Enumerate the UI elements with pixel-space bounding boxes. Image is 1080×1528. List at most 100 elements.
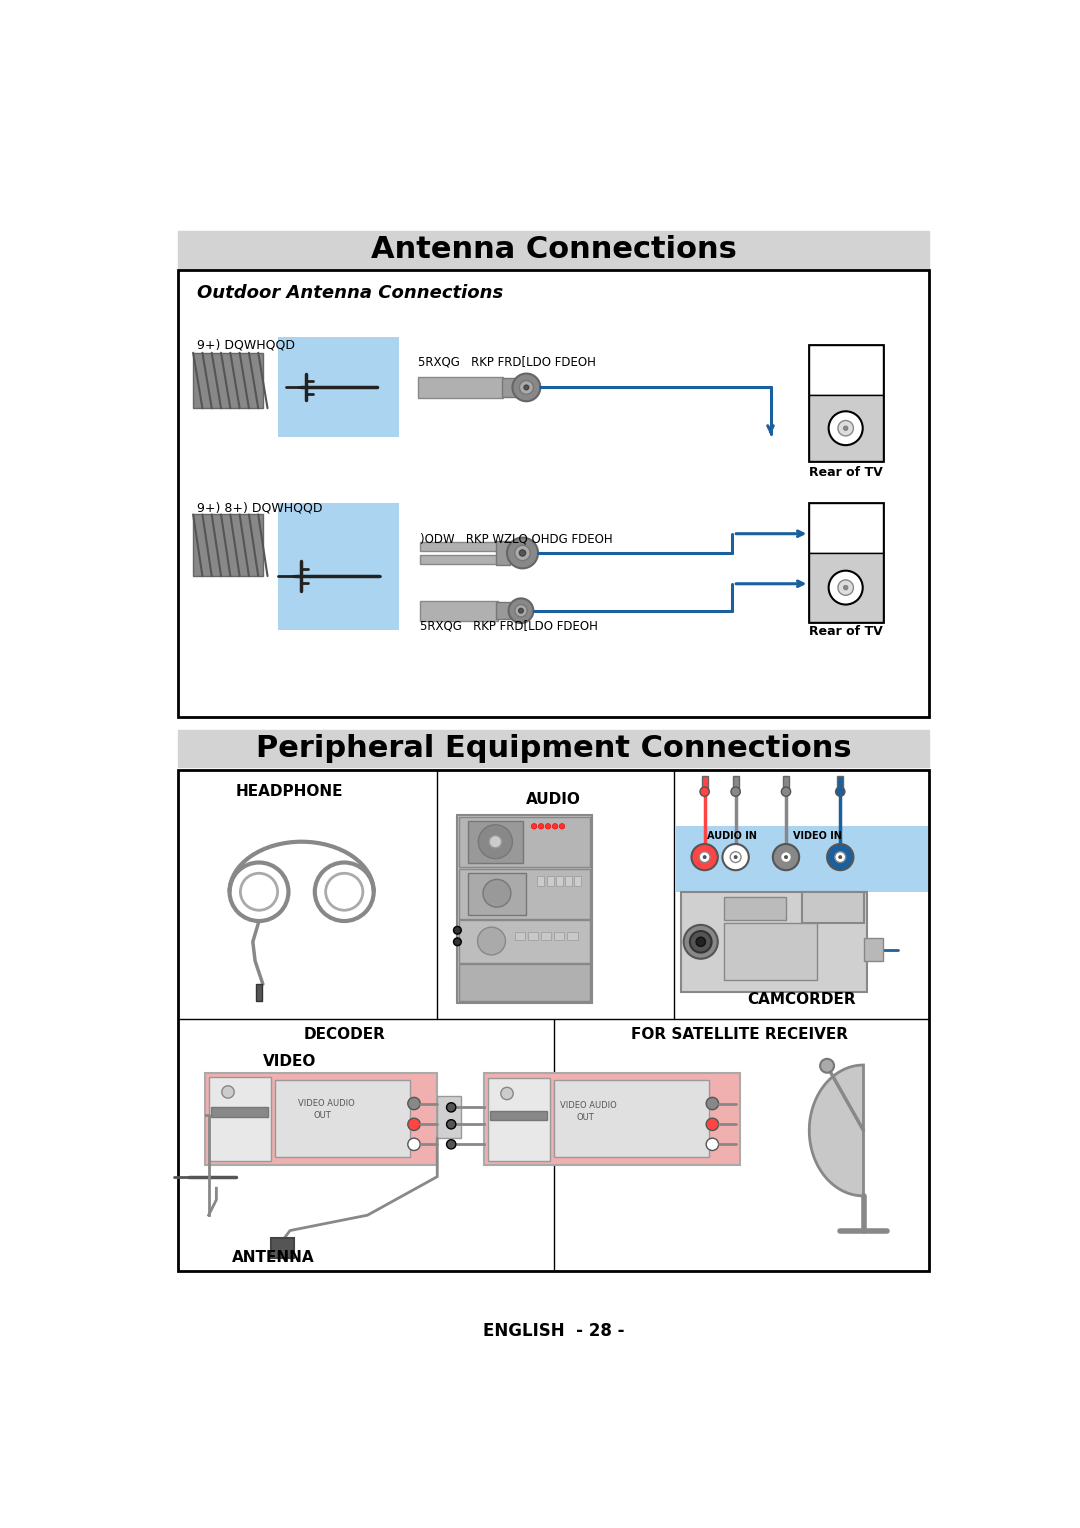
Bar <box>459 817 590 866</box>
Circle shape <box>454 926 461 934</box>
Bar <box>809 553 882 622</box>
Circle shape <box>507 538 538 568</box>
Circle shape <box>843 426 848 431</box>
Circle shape <box>509 599 534 623</box>
Text: 5RXQG   RKP FRD[LDO FDEOH: 5RXQG RKP FRD[LDO FDEOH <box>418 356 596 368</box>
Bar <box>809 345 882 460</box>
Bar <box>546 877 554 886</box>
Circle shape <box>446 1103 456 1112</box>
Circle shape <box>518 608 524 613</box>
Bar <box>567 932 578 940</box>
Circle shape <box>781 851 792 862</box>
Circle shape <box>552 824 557 830</box>
Bar <box>211 1108 268 1117</box>
Circle shape <box>454 938 461 946</box>
Circle shape <box>477 927 505 955</box>
Circle shape <box>531 824 537 830</box>
Circle shape <box>699 851 710 862</box>
Bar <box>459 964 590 1001</box>
Text: Outdoor Antenna Connections: Outdoor Antenna Connections <box>197 284 503 303</box>
Text: )ODW   RKP WZLQ OHDG FDEOH: )ODW RKP WZLQ OHDG FDEOH <box>420 533 612 545</box>
Circle shape <box>221 1086 234 1099</box>
Circle shape <box>706 1118 718 1131</box>
Text: AUDIO IN: AUDIO IN <box>706 831 757 842</box>
Bar <box>864 938 882 961</box>
Bar <box>541 932 551 940</box>
Circle shape <box>697 937 705 946</box>
Text: 9+) DQWHQQD: 9+) DQWHQQD <box>197 339 295 351</box>
Bar <box>501 377 517 397</box>
Text: Rear of TV: Rear of TV <box>809 625 882 639</box>
Bar <box>469 821 523 863</box>
Text: VIDEO AUDIO: VIDEO AUDIO <box>298 1099 354 1108</box>
Bar <box>177 730 930 767</box>
Bar <box>279 338 399 437</box>
Circle shape <box>519 380 534 394</box>
Bar <box>556 877 563 886</box>
Bar <box>274 1080 410 1157</box>
Bar <box>208 1077 271 1161</box>
Circle shape <box>408 1097 420 1109</box>
Circle shape <box>781 787 791 796</box>
Circle shape <box>706 1097 718 1109</box>
Circle shape <box>828 411 863 445</box>
Circle shape <box>690 931 712 952</box>
Circle shape <box>731 787 740 796</box>
Bar <box>469 872 526 915</box>
Bar <box>279 503 399 630</box>
Bar <box>271 1238 294 1258</box>
Bar <box>418 376 503 399</box>
Circle shape <box>838 581 853 596</box>
Circle shape <box>446 1140 456 1149</box>
Text: FOR SATELLITE RECEIVER: FOR SATELLITE RECEIVER <box>631 1027 848 1042</box>
Circle shape <box>773 843 799 871</box>
Circle shape <box>820 1059 834 1073</box>
Circle shape <box>478 825 512 859</box>
Circle shape <box>723 843 748 871</box>
Circle shape <box>836 787 845 796</box>
Circle shape <box>545 824 551 830</box>
Circle shape <box>684 924 718 958</box>
Circle shape <box>408 1118 420 1131</box>
Circle shape <box>501 1088 513 1100</box>
Circle shape <box>489 836 501 848</box>
Circle shape <box>512 373 540 402</box>
Circle shape <box>446 1120 456 1129</box>
Bar <box>420 542 498 550</box>
Bar <box>537 877 544 886</box>
Bar <box>496 602 510 619</box>
Bar <box>484 1073 740 1166</box>
Circle shape <box>483 880 511 908</box>
Bar <box>732 776 739 793</box>
Bar <box>809 503 882 622</box>
Bar <box>676 827 928 892</box>
Bar <box>724 923 816 981</box>
Circle shape <box>838 420 853 435</box>
Text: 5RXQG   RKP FRD[LDO FDEOH: 5RXQG RKP FRD[LDO FDEOH <box>420 620 598 633</box>
Bar <box>490 1111 548 1120</box>
Circle shape <box>706 1138 718 1151</box>
Bar <box>420 555 498 564</box>
Bar <box>177 231 930 267</box>
Bar <box>488 1079 550 1161</box>
Bar <box>528 932 538 940</box>
Circle shape <box>734 856 738 859</box>
Bar <box>515 932 525 940</box>
Bar <box>205 1073 437 1166</box>
Bar <box>420 601 498 620</box>
Bar <box>193 353 262 408</box>
Circle shape <box>515 545 530 561</box>
Text: ENGLISH  - 28 -: ENGLISH - 28 - <box>483 1322 624 1340</box>
Bar <box>256 984 262 1001</box>
Text: VIDEO AUDIO: VIDEO AUDIO <box>559 1102 617 1111</box>
Circle shape <box>519 550 526 556</box>
Circle shape <box>539 824 544 830</box>
Bar <box>575 877 581 886</box>
Bar <box>783 776 789 793</box>
Circle shape <box>730 851 741 862</box>
Text: ANTENNA: ANTENNA <box>232 1250 314 1265</box>
Circle shape <box>408 1138 420 1151</box>
Circle shape <box>835 851 846 862</box>
Circle shape <box>515 605 527 617</box>
Bar <box>177 770 930 1271</box>
